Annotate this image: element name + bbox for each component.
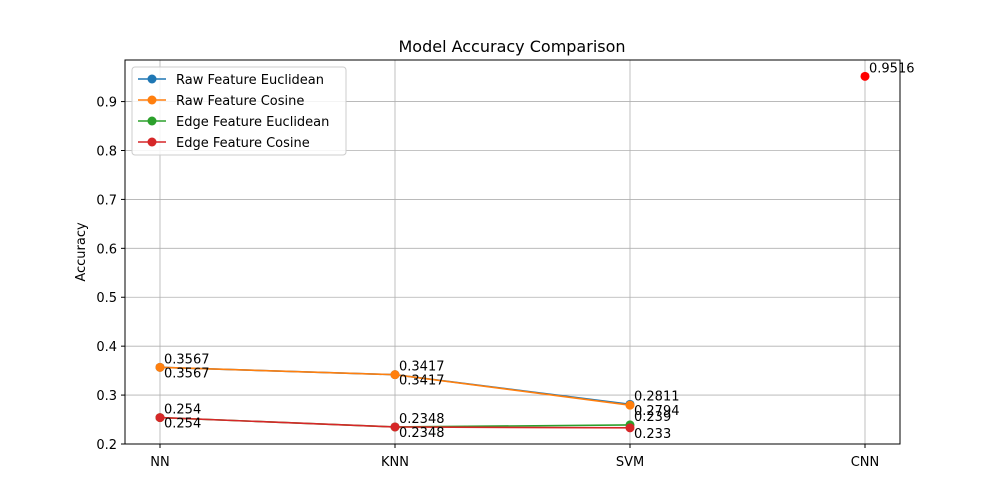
data-label: 0.2348	[399, 426, 445, 441]
series-point-3	[155, 413, 165, 423]
data-label: 0.3417	[399, 374, 445, 389]
data-label: 0.254	[164, 403, 201, 418]
data-label: 0.9516	[869, 61, 915, 76]
plot-frame	[124, 59, 901, 445]
series-point-3	[390, 422, 400, 432]
legend: Raw Feature Euclidean Raw Feature Cosine E…	[131, 66, 347, 156]
series-point-1	[390, 370, 400, 380]
y-tick-label: 0.9	[96, 96, 117, 111]
y-tick-label: 0.3	[96, 389, 117, 404]
x-tick-label: CNN	[851, 455, 880, 470]
series-point-1	[625, 400, 635, 410]
y-tick-label: 0.5	[96, 291, 117, 306]
legend-label: Edge Feature Cosine	[176, 136, 310, 151]
legend-label: Raw Feature Cosine	[176, 94, 304, 109]
y-tick-label: 0.7	[96, 193, 117, 208]
series-point-3	[625, 423, 635, 433]
data-label: 0.3417	[399, 360, 445, 375]
data-label: 0.239	[634, 410, 671, 425]
data-label: 0.254	[164, 417, 201, 432]
extra-point-0	[860, 71, 870, 81]
chart-title: Model Accuracy Comparison	[398, 37, 625, 56]
x-tick-label: SVM	[616, 455, 644, 470]
legend-marker	[147, 116, 157, 126]
legend-label: Edge Feature Euclidean	[176, 115, 329, 130]
legend-box	[131, 66, 347, 156]
data-label: 0.2811	[634, 389, 680, 404]
legend-marker	[147, 137, 157, 147]
y-axis-ticks: 0.2 0.3 0.4 0.5 0.6 0.7 0.8 0.9	[96, 96, 125, 453]
y-tick-label: 0.8	[96, 144, 117, 159]
x-axis-ticks: NN KNN SVM CNN	[150, 444, 879, 470]
data-label: 0.233	[634, 427, 671, 442]
legend-marker	[147, 74, 157, 84]
data-label: 0.3567	[164, 352, 210, 367]
data-label: 0.3567	[164, 366, 210, 381]
legend-marker	[147, 95, 157, 105]
data-label: 0.2348	[399, 412, 445, 427]
y-axis-label: Accuracy	[74, 222, 89, 282]
legend-label: Raw Feature Euclidean	[176, 73, 324, 88]
y-tick-label: 0.2	[96, 438, 117, 453]
y-tick-label: 0.4	[96, 340, 117, 355]
x-tick-label: KNN	[381, 455, 409, 470]
y-tick-label: 0.6	[96, 242, 117, 257]
series-point-1	[155, 362, 165, 372]
data-label: 0.2794	[634, 404, 680, 419]
series-layer	[155, 71, 870, 433]
x-tick-label: NN	[150, 455, 169, 470]
